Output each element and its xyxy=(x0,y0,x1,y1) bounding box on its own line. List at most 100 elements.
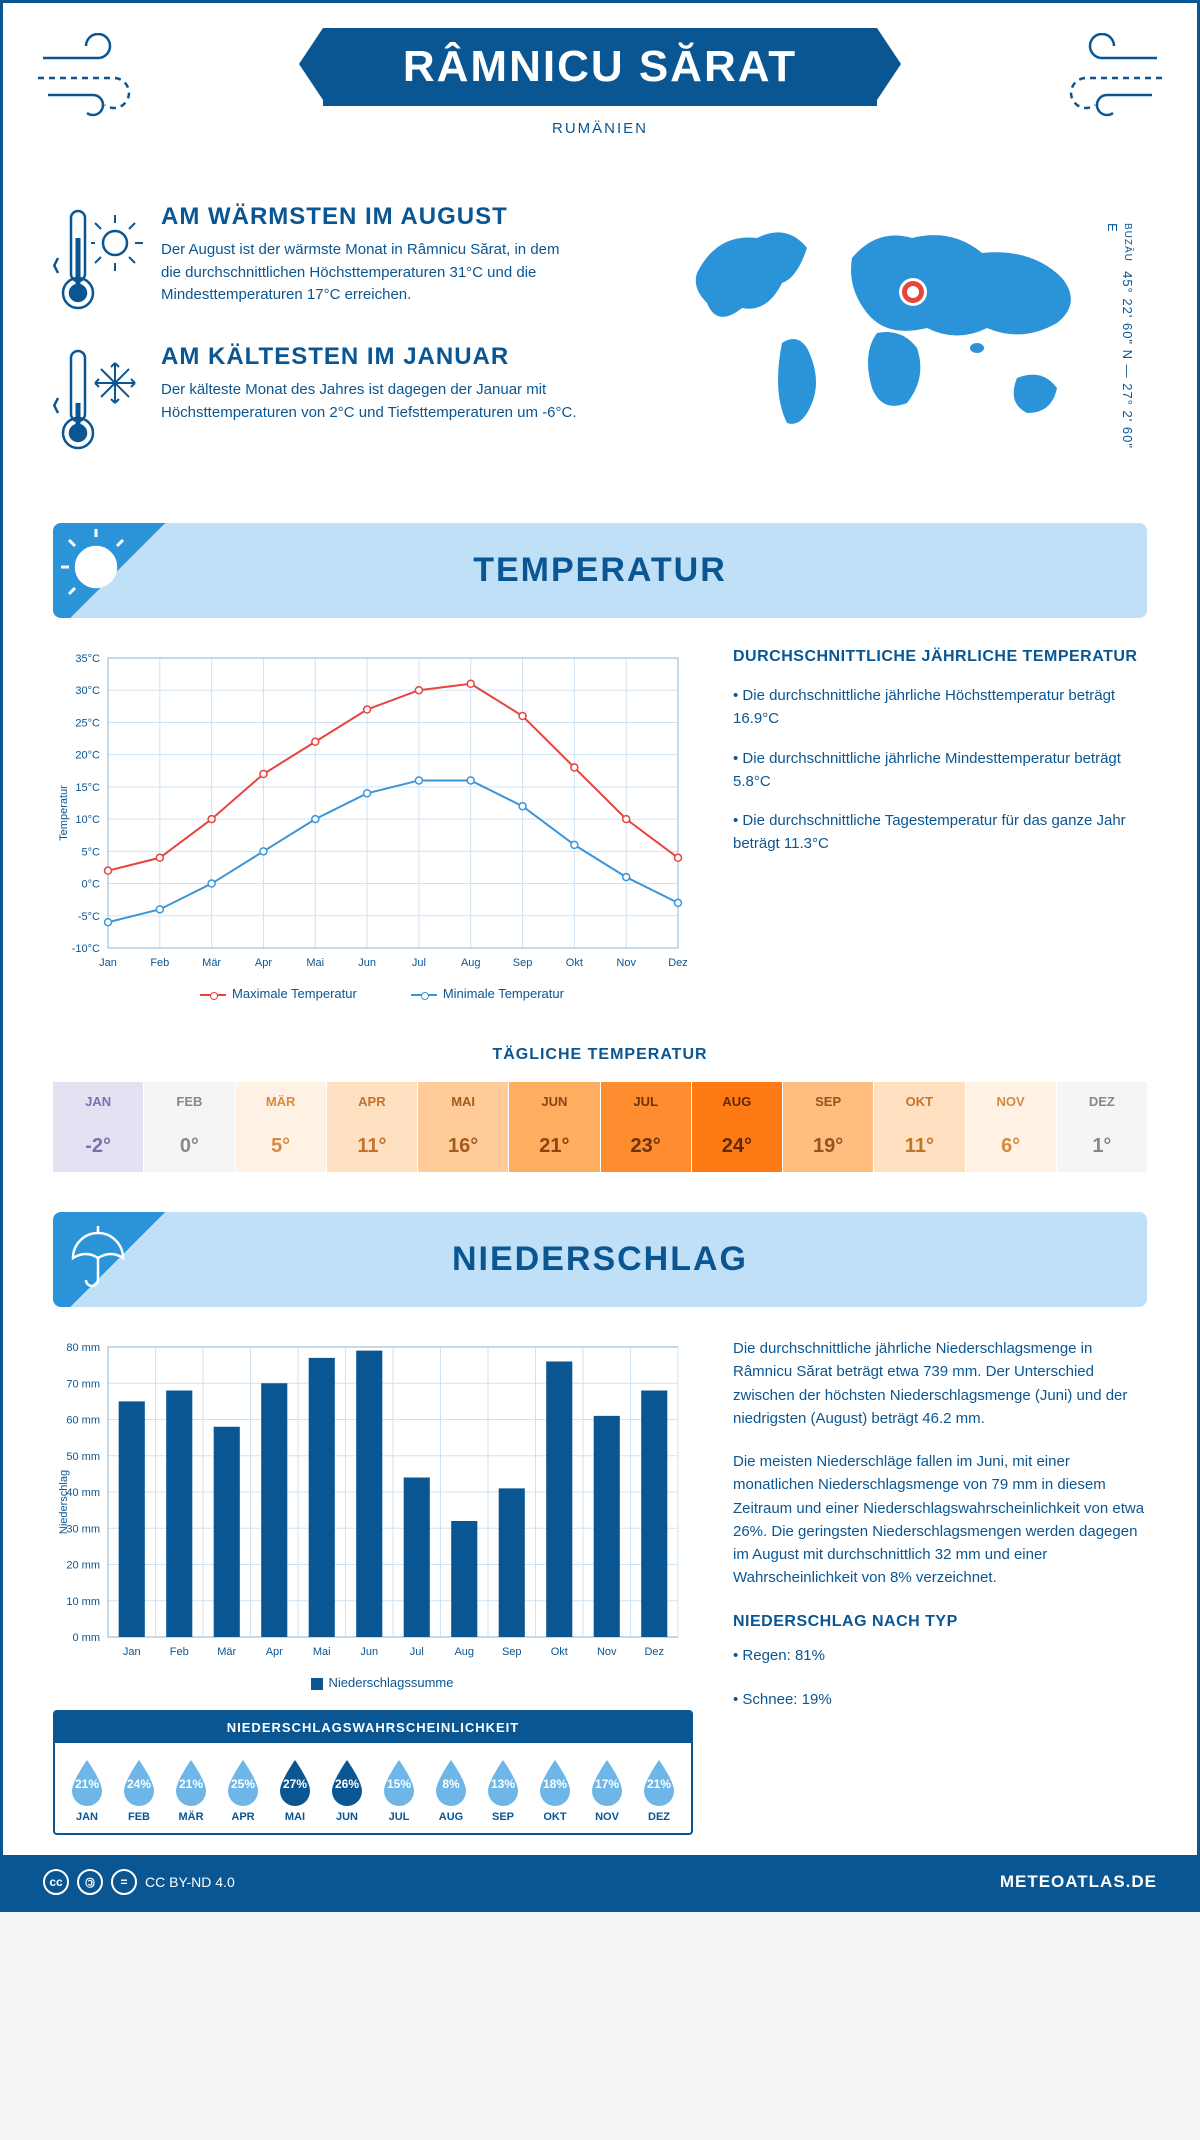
temp-side-title: DURCHSCHNITTLICHE JÄHRLICHE TEMPERATUR xyxy=(733,648,1147,666)
wind-icon xyxy=(1047,33,1167,123)
daily-temp-cell: JAN -2° xyxy=(53,1082,143,1172)
svg-text:Dez: Dez xyxy=(644,1646,664,1658)
daily-temp-table: JAN -2°FEB 0°MÄR 5°APR 11°MAI 16°JUN 21°… xyxy=(53,1082,1147,1172)
daily-temp-cell: NOV 6° xyxy=(965,1082,1056,1172)
probability-drop: 17% NOV xyxy=(585,1757,629,1823)
svg-text:35°C: 35°C xyxy=(75,653,100,665)
probability-title: NIEDERSCHLAGSWAHRSCHEINLICHKEIT xyxy=(55,1712,691,1743)
temp-bullet: • Die durchschnittliche jährliche Höchst… xyxy=(733,684,1147,731)
precip-type-item: • Regen: 81% xyxy=(733,1644,1147,1667)
warmest-title: AM WÄRMSTEN IM AUGUST xyxy=(161,203,581,231)
precipitation-bar-chart: 0 mm 10 mm 20 mm 30 mm 40 mm 50 mm 60 mm 70 mm 8… xyxy=(53,1337,693,1667)
license: cc 🄯 = CC BY-ND 4.0 xyxy=(43,1869,235,1895)
svg-text:Mai: Mai xyxy=(306,957,324,969)
svg-text:Feb: Feb xyxy=(150,957,169,969)
umbrella-icon xyxy=(61,1218,131,1293)
svg-text:Jun: Jun xyxy=(358,957,376,969)
intro-section: AM WÄRMSTEN IM AUGUST Der August ist der… xyxy=(3,183,1197,513)
svg-text:Sep: Sep xyxy=(502,1646,522,1658)
warmest-text: Der August ist der wärmste Monat in Râmn… xyxy=(161,239,581,307)
svg-text:15°C: 15°C xyxy=(75,782,100,794)
svg-text:30 mm: 30 mm xyxy=(66,1523,100,1535)
svg-text:Aug: Aug xyxy=(454,1646,474,1658)
svg-text:Okt: Okt xyxy=(566,957,583,969)
svg-text:Niederschlag: Niederschlag xyxy=(58,1470,70,1534)
chart-legend: Niederschlagssumme xyxy=(53,1675,693,1690)
svg-text:0 mm: 0 mm xyxy=(73,1632,101,1644)
daily-temp-cell: JUN 21° xyxy=(508,1082,599,1172)
daily-temp-cell: APR 11° xyxy=(326,1082,417,1172)
svg-text:Jul: Jul xyxy=(410,1646,424,1658)
svg-text:-5°C: -5°C xyxy=(78,911,100,923)
header: RÂMNICU SĂRAT RUMÄNIEN xyxy=(3,3,1197,183)
svg-text:25°C: 25°C xyxy=(75,717,100,729)
probability-drop: 27% MAI xyxy=(273,1757,317,1823)
svg-text:70 mm: 70 mm xyxy=(66,1378,100,1390)
precip-type-item: • Schnee: 19% xyxy=(733,1688,1147,1711)
svg-text:Apr: Apr xyxy=(266,1646,283,1658)
svg-text:Jan: Jan xyxy=(99,957,117,969)
precip-text: Die durchschnittliche jährliche Niedersc… xyxy=(733,1337,1147,1430)
svg-text:60 mm: 60 mm xyxy=(66,1415,100,1427)
nd-icon: = xyxy=(111,1869,137,1895)
daily-temp-cell: DEZ 1° xyxy=(1056,1082,1147,1172)
wind-icon xyxy=(33,33,153,123)
svg-text:20°C: 20°C xyxy=(75,750,100,762)
world-map: BUZĂU 45° 22' 60" N — 27° 2' 60" E xyxy=(667,203,1107,458)
page: RÂMNICU SĂRAT RUMÄNIEN xyxy=(0,0,1200,1912)
map-marker-icon xyxy=(902,281,924,303)
probability-drop: 24% FEB xyxy=(117,1757,161,1823)
daily-temp-cell: SEP 19° xyxy=(782,1082,873,1172)
footer: cc 🄯 = CC BY-ND 4.0 METEOATLAS.DE xyxy=(3,1855,1197,1909)
svg-text:Dez: Dez xyxy=(668,957,688,969)
cc-icon: cc xyxy=(43,1869,69,1895)
svg-text:Feb: Feb xyxy=(170,1646,189,1658)
svg-text:Nov: Nov xyxy=(597,1646,617,1658)
svg-text:Sep: Sep xyxy=(513,957,533,969)
svg-text:Aug: Aug xyxy=(461,957,481,969)
daily-temp-cell: MÄR 5° xyxy=(235,1082,326,1172)
svg-text:0°C: 0°C xyxy=(82,879,101,891)
probability-drop: 21% JAN xyxy=(65,1757,109,1823)
svg-text:Mai: Mai xyxy=(313,1646,331,1658)
daily-temp-title: TÄGLICHE TEMPERATUR xyxy=(3,1046,1197,1064)
svg-text:Jan: Jan xyxy=(123,1646,141,1658)
svg-text:Okt: Okt xyxy=(551,1646,568,1658)
svg-text:50 mm: 50 mm xyxy=(66,1451,100,1463)
temperature-chart: -10°C-5°C0°C5°C10°C15°C20°C25°C30°C35°CJ… xyxy=(53,648,693,1001)
daily-temp-cell: JUL 23° xyxy=(600,1082,691,1172)
daily-temp-cell: MAI 16° xyxy=(417,1082,508,1172)
svg-text:80 mm: 80 mm xyxy=(66,1342,100,1354)
brand: METEOATLAS.DE xyxy=(1000,1872,1157,1892)
temperature-line-chart: -10°C-5°C0°C5°C10°C15°C20°C25°C30°C35°CJ… xyxy=(53,648,693,978)
svg-text:Apr: Apr xyxy=(255,957,272,969)
svg-text:Mär: Mär xyxy=(202,957,221,969)
coordinates: BUZĂU 45° 22' 60" N — 27° 2' 60" E xyxy=(1105,223,1135,458)
page-title: RÂMNICU SĂRAT xyxy=(323,28,877,106)
temp-bullet: • Die durchschnittliche Tagestemperatur … xyxy=(733,809,1147,856)
svg-text:10 mm: 10 mm xyxy=(66,1596,100,1608)
temperature-banner: TEMPERATUR xyxy=(53,523,1147,618)
svg-text:20 mm: 20 mm xyxy=(66,1560,100,1572)
svg-text:5°C: 5°C xyxy=(82,846,101,858)
precipitation-title: NIEDERSCHLAG xyxy=(452,1240,748,1279)
probability-drop: 8% AUG xyxy=(429,1757,473,1823)
coldest-text: Der kälteste Monat des Jahres ist dagege… xyxy=(161,379,581,424)
svg-text:40 mm: 40 mm xyxy=(66,1487,100,1499)
sun-icon xyxy=(61,529,131,604)
daily-temp-cell: FEB 0° xyxy=(143,1082,234,1172)
svg-text:Jun: Jun xyxy=(360,1646,378,1658)
probability-drop: 13% SEP xyxy=(481,1757,525,1823)
daily-temp-cell: OKT 11° xyxy=(873,1082,964,1172)
svg-text:10°C: 10°C xyxy=(75,814,100,826)
license-text: CC BY-ND 4.0 xyxy=(145,1874,235,1890)
page-subtitle: RUMÄNIEN xyxy=(3,120,1197,137)
svg-text:Temperatur: Temperatur xyxy=(58,785,70,841)
temp-bullet: • Die durchschnittliche jährliche Mindes… xyxy=(733,747,1147,794)
precip-text: Die meisten Niederschläge fallen im Juni… xyxy=(733,1450,1147,1590)
warmest-block: AM WÄRMSTEN IM AUGUST Der August ist der… xyxy=(53,203,627,318)
probability-box: NIEDERSCHLAGSWAHRSCHEINLICHKEIT 21% JAN … xyxy=(53,1710,693,1835)
map-icon xyxy=(667,203,1107,453)
daily-temp-cell: AUG 24° xyxy=(691,1082,782,1172)
temperature-title: TEMPERATUR xyxy=(473,551,727,590)
